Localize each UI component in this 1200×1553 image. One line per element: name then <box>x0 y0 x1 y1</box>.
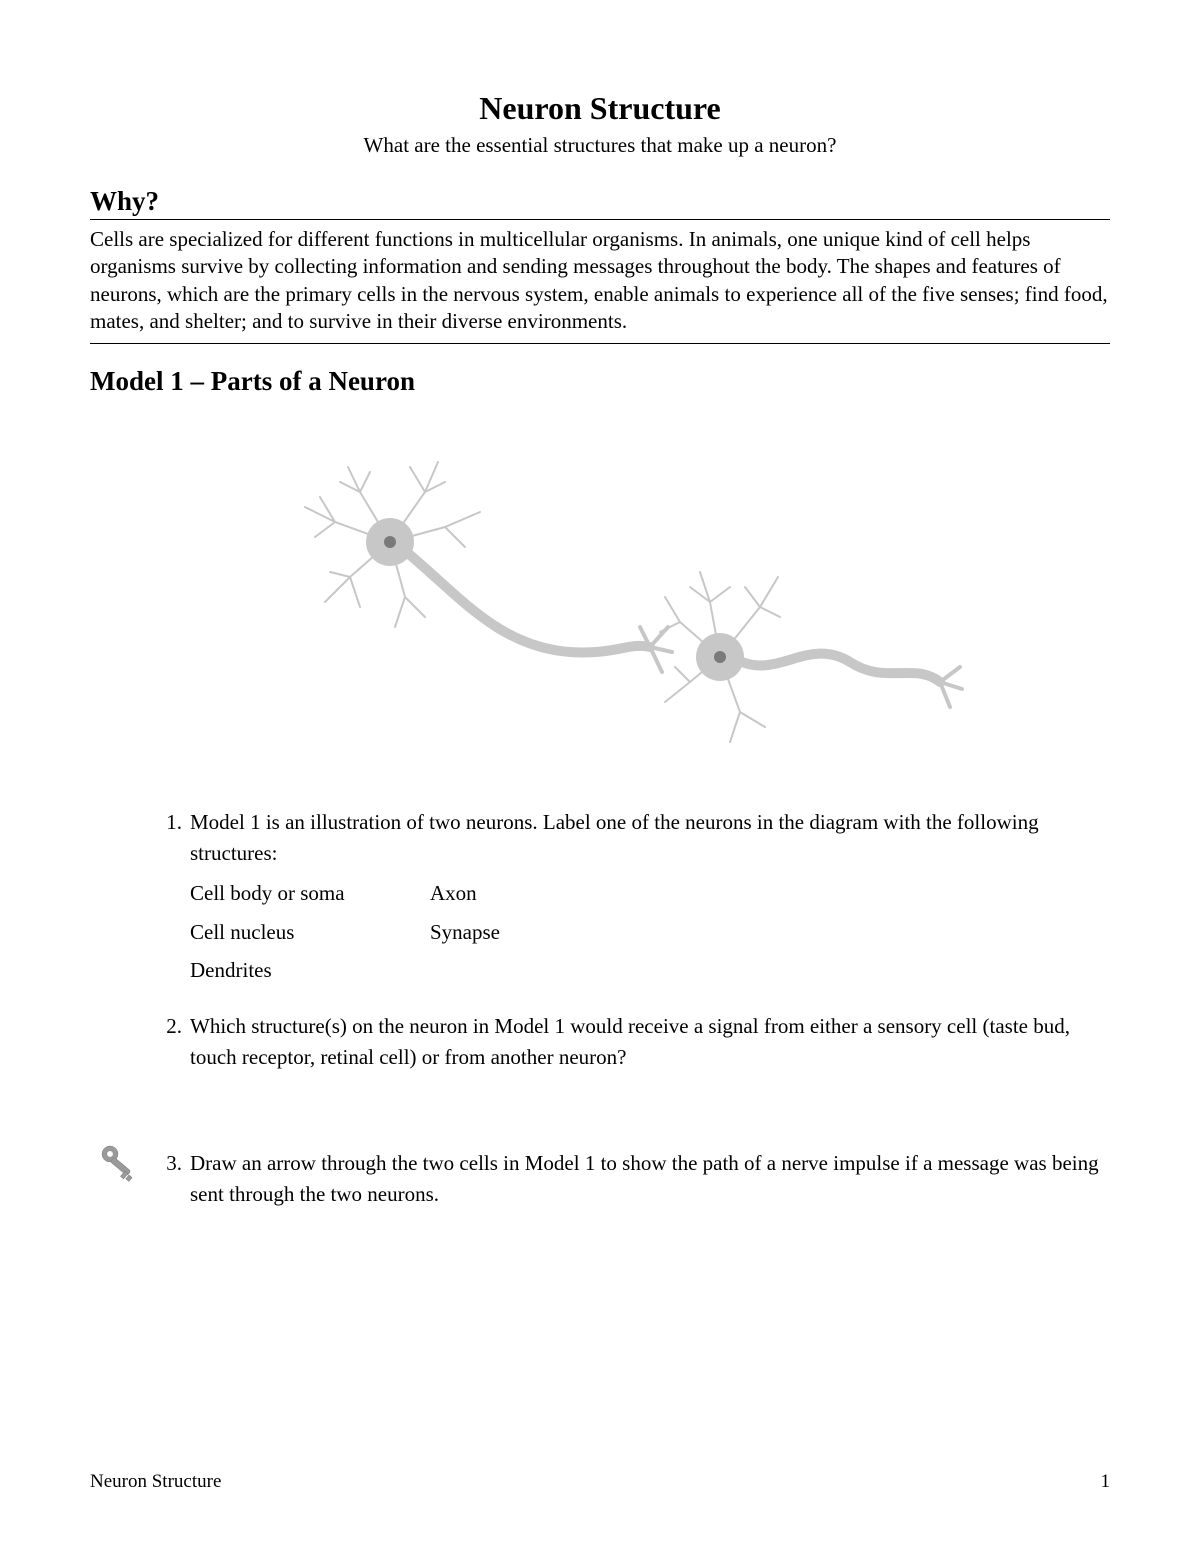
footer-page-number: 1 <box>1101 1471 1111 1493</box>
term: Cell nucleus <box>190 917 430 947</box>
term: Dendrites <box>190 955 430 985</box>
why-text: Cells are specialized for different func… <box>90 226 1110 344</box>
question-2: 2. Which structure(s) on the neuron in M… <box>160 1011 1110 1072</box>
neuron-diagram-svg <box>220 427 980 767</box>
question-number: 2. <box>160 1011 190 1072</box>
questions-list: 1. Model 1 is an illustration of two neu… <box>90 807 1110 1209</box>
key-icon <box>98 1142 144 1188</box>
model-heading: Model 1 – Parts of a Neuron <box>90 366 1110 397</box>
terms-row: Cell nucleus Synapse <box>190 917 1110 947</box>
question-text: Draw an arrow through the two cells in M… <box>190 1151 1099 1205</box>
question-text: Which structure(s) on the neuron in Mode… <box>190 1014 1070 1068</box>
page-footer: Neuron Structure 1 <box>90 1471 1110 1493</box>
page-subtitle: What are the essential structures that m… <box>90 133 1110 158</box>
terms-row: Cell body or soma Axon <box>190 878 1110 908</box>
term: Axon <box>430 878 1110 908</box>
term: Cell body or soma <box>190 878 430 908</box>
neuron-2-nucleus <box>714 651 726 663</box>
term <box>430 955 1110 985</box>
neuron-diagram <box>90 417 1110 777</box>
question-number: 1. <box>160 807 190 993</box>
page-title: Neuron Structure <box>90 90 1110 127</box>
terms-row: Dendrites <box>190 955 1110 985</box>
neuron-1-nucleus <box>384 536 396 548</box>
question-1: 1. Model 1 is an illustration of two neu… <box>160 807 1110 993</box>
question-number: 3. <box>160 1148 190 1209</box>
question-text: Model 1 is an illustration of two neuron… <box>190 810 1039 864</box>
term: Synapse <box>430 917 1110 947</box>
footer-left: Neuron Structure <box>90 1471 221 1493</box>
question-3: 3. Draw an arrow through the two cells i… <box>160 1148 1110 1209</box>
terms-table: Cell body or soma Axon Cell nucleus Syna… <box>190 878 1110 985</box>
why-heading: Why? <box>90 186 1110 220</box>
